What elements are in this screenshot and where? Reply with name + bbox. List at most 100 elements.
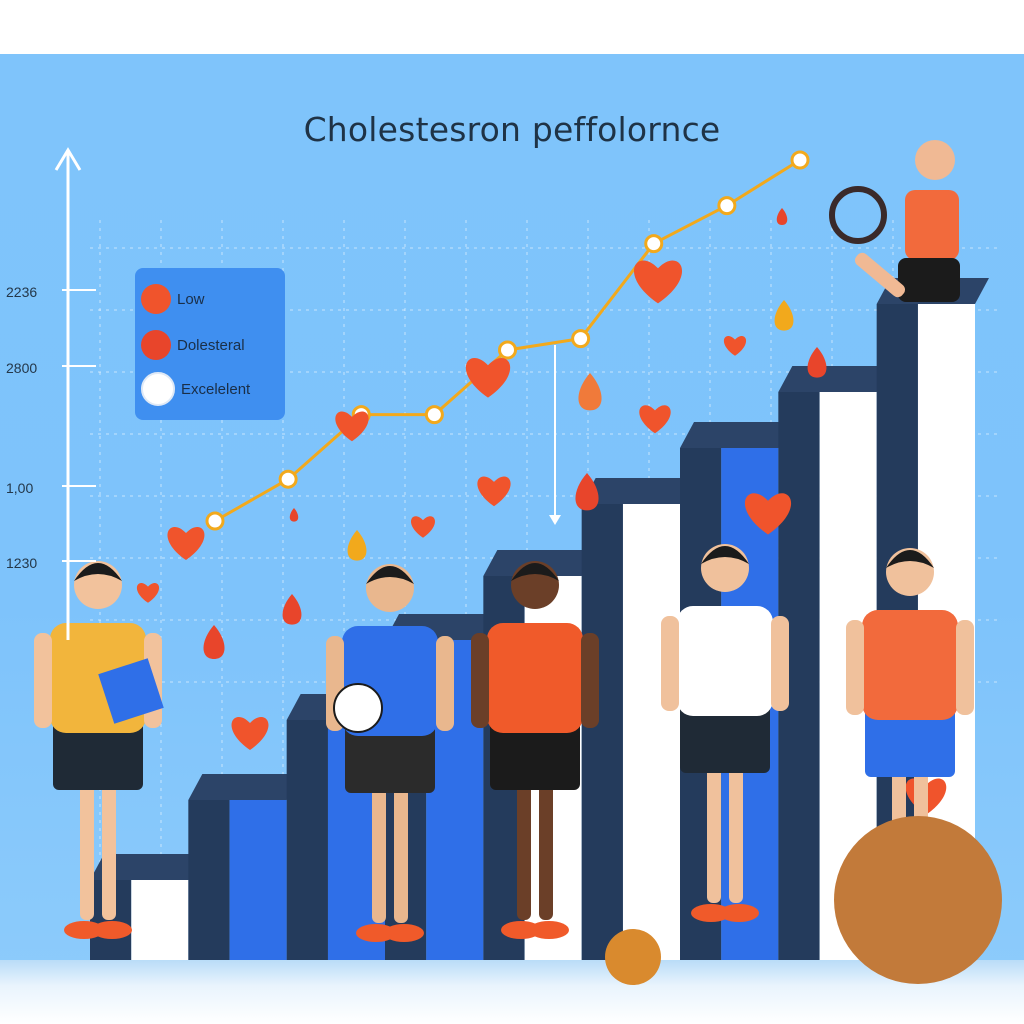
leg [854, 252, 906, 298]
shoe [691, 904, 731, 922]
arrow-head [549, 515, 561, 525]
leg [539, 770, 553, 920]
hair [886, 550, 934, 568]
bar-side [188, 800, 230, 960]
y-tick-label: 1,00 [6, 480, 34, 496]
data-point [424, 405, 444, 425]
series-line [205, 150, 810, 531]
legend: Low Dolesteral Excelelent [135, 268, 285, 420]
clipboard-icon [98, 658, 164, 724]
shoe [719, 904, 759, 922]
people [34, 140, 1002, 985]
y-tick-label: 2236 [6, 284, 38, 300]
shoe [64, 921, 104, 939]
hair [366, 566, 414, 584]
data-point [644, 234, 664, 254]
shorts [490, 720, 580, 790]
heart-icon [633, 260, 683, 304]
arm [471, 633, 489, 728]
y-tick-label: 2800 [6, 360, 38, 376]
y-axis-arrow [54, 147, 82, 171]
legend-label: Dolesteral [177, 336, 245, 354]
shorts [680, 703, 770, 773]
arm [661, 616, 679, 711]
data-point [790, 150, 810, 170]
drop-icon [289, 508, 299, 522]
leg [729, 753, 743, 903]
data-point [717, 196, 737, 216]
data-point [205, 511, 225, 531]
floor [0, 960, 1024, 1024]
drop-icon [282, 594, 302, 625]
legend-item: Dolesteral [141, 328, 245, 362]
woman-on-top-figure [829, 140, 960, 302]
runner-figure [471, 561, 599, 939]
basketball-icon [834, 816, 1002, 984]
heart-icon [335, 411, 369, 442]
leg [80, 770, 94, 920]
white-shirt-player-figure [661, 544, 789, 922]
arm [436, 636, 454, 731]
bar-top [680, 422, 793, 448]
drop-icon [807, 347, 827, 378]
basketball-icon [605, 929, 661, 985]
legend-item: Low [141, 282, 205, 316]
hair [701, 546, 749, 564]
y-axis [54, 147, 96, 640]
head [915, 140, 955, 180]
leg [102, 770, 116, 920]
leg [517, 770, 531, 920]
bar [229, 800, 287, 960]
bar [131, 880, 189, 960]
leg [372, 773, 386, 923]
arm [34, 633, 52, 728]
legend-label: Excelelent [181, 380, 251, 398]
bar-side [581, 504, 623, 960]
legend-swatch [141, 330, 171, 360]
shorts [53, 720, 143, 790]
bar-top [778, 366, 891, 392]
shirt [487, 623, 583, 733]
shirt [862, 610, 958, 720]
bar-side [286, 720, 328, 960]
bar-top [581, 478, 694, 504]
heart-icon [744, 493, 792, 535]
drop-icon [347, 530, 367, 561]
data-point [498, 340, 517, 360]
decorations [136, 208, 947, 815]
arm [771, 616, 789, 711]
shorts [865, 707, 955, 777]
leg [394, 773, 408, 923]
shoe [92, 921, 132, 939]
arm [846, 620, 864, 715]
leg [707, 753, 721, 903]
arm [956, 620, 974, 715]
shorts [345, 723, 435, 793]
chart-title: Cholestesron peffolornce [303, 110, 721, 149]
shirt [905, 190, 959, 260]
shoe [356, 924, 396, 942]
heart-icon [410, 516, 436, 538]
heart-icon [136, 582, 160, 603]
hair [511, 563, 559, 581]
orange-shirt-player-figure [846, 548, 974, 926]
heart-icon [465, 357, 511, 398]
heart-icon [167, 526, 205, 560]
legend-swatch [141, 372, 175, 406]
heart-icon [639, 405, 671, 434]
bar-top [188, 774, 301, 800]
heart-icon [477, 476, 511, 507]
shoe [501, 921, 541, 939]
ring-icon [829, 186, 887, 244]
arm [581, 633, 599, 728]
shoe [529, 921, 569, 939]
shirt [677, 606, 773, 716]
legend-item: Excelelent [141, 372, 250, 406]
y-tick-label: 1230 [6, 555, 38, 571]
drop-icon [575, 473, 599, 511]
drop-icon [774, 300, 794, 331]
heart-icon [723, 335, 747, 356]
hair [74, 563, 122, 581]
data-point [571, 329, 591, 349]
